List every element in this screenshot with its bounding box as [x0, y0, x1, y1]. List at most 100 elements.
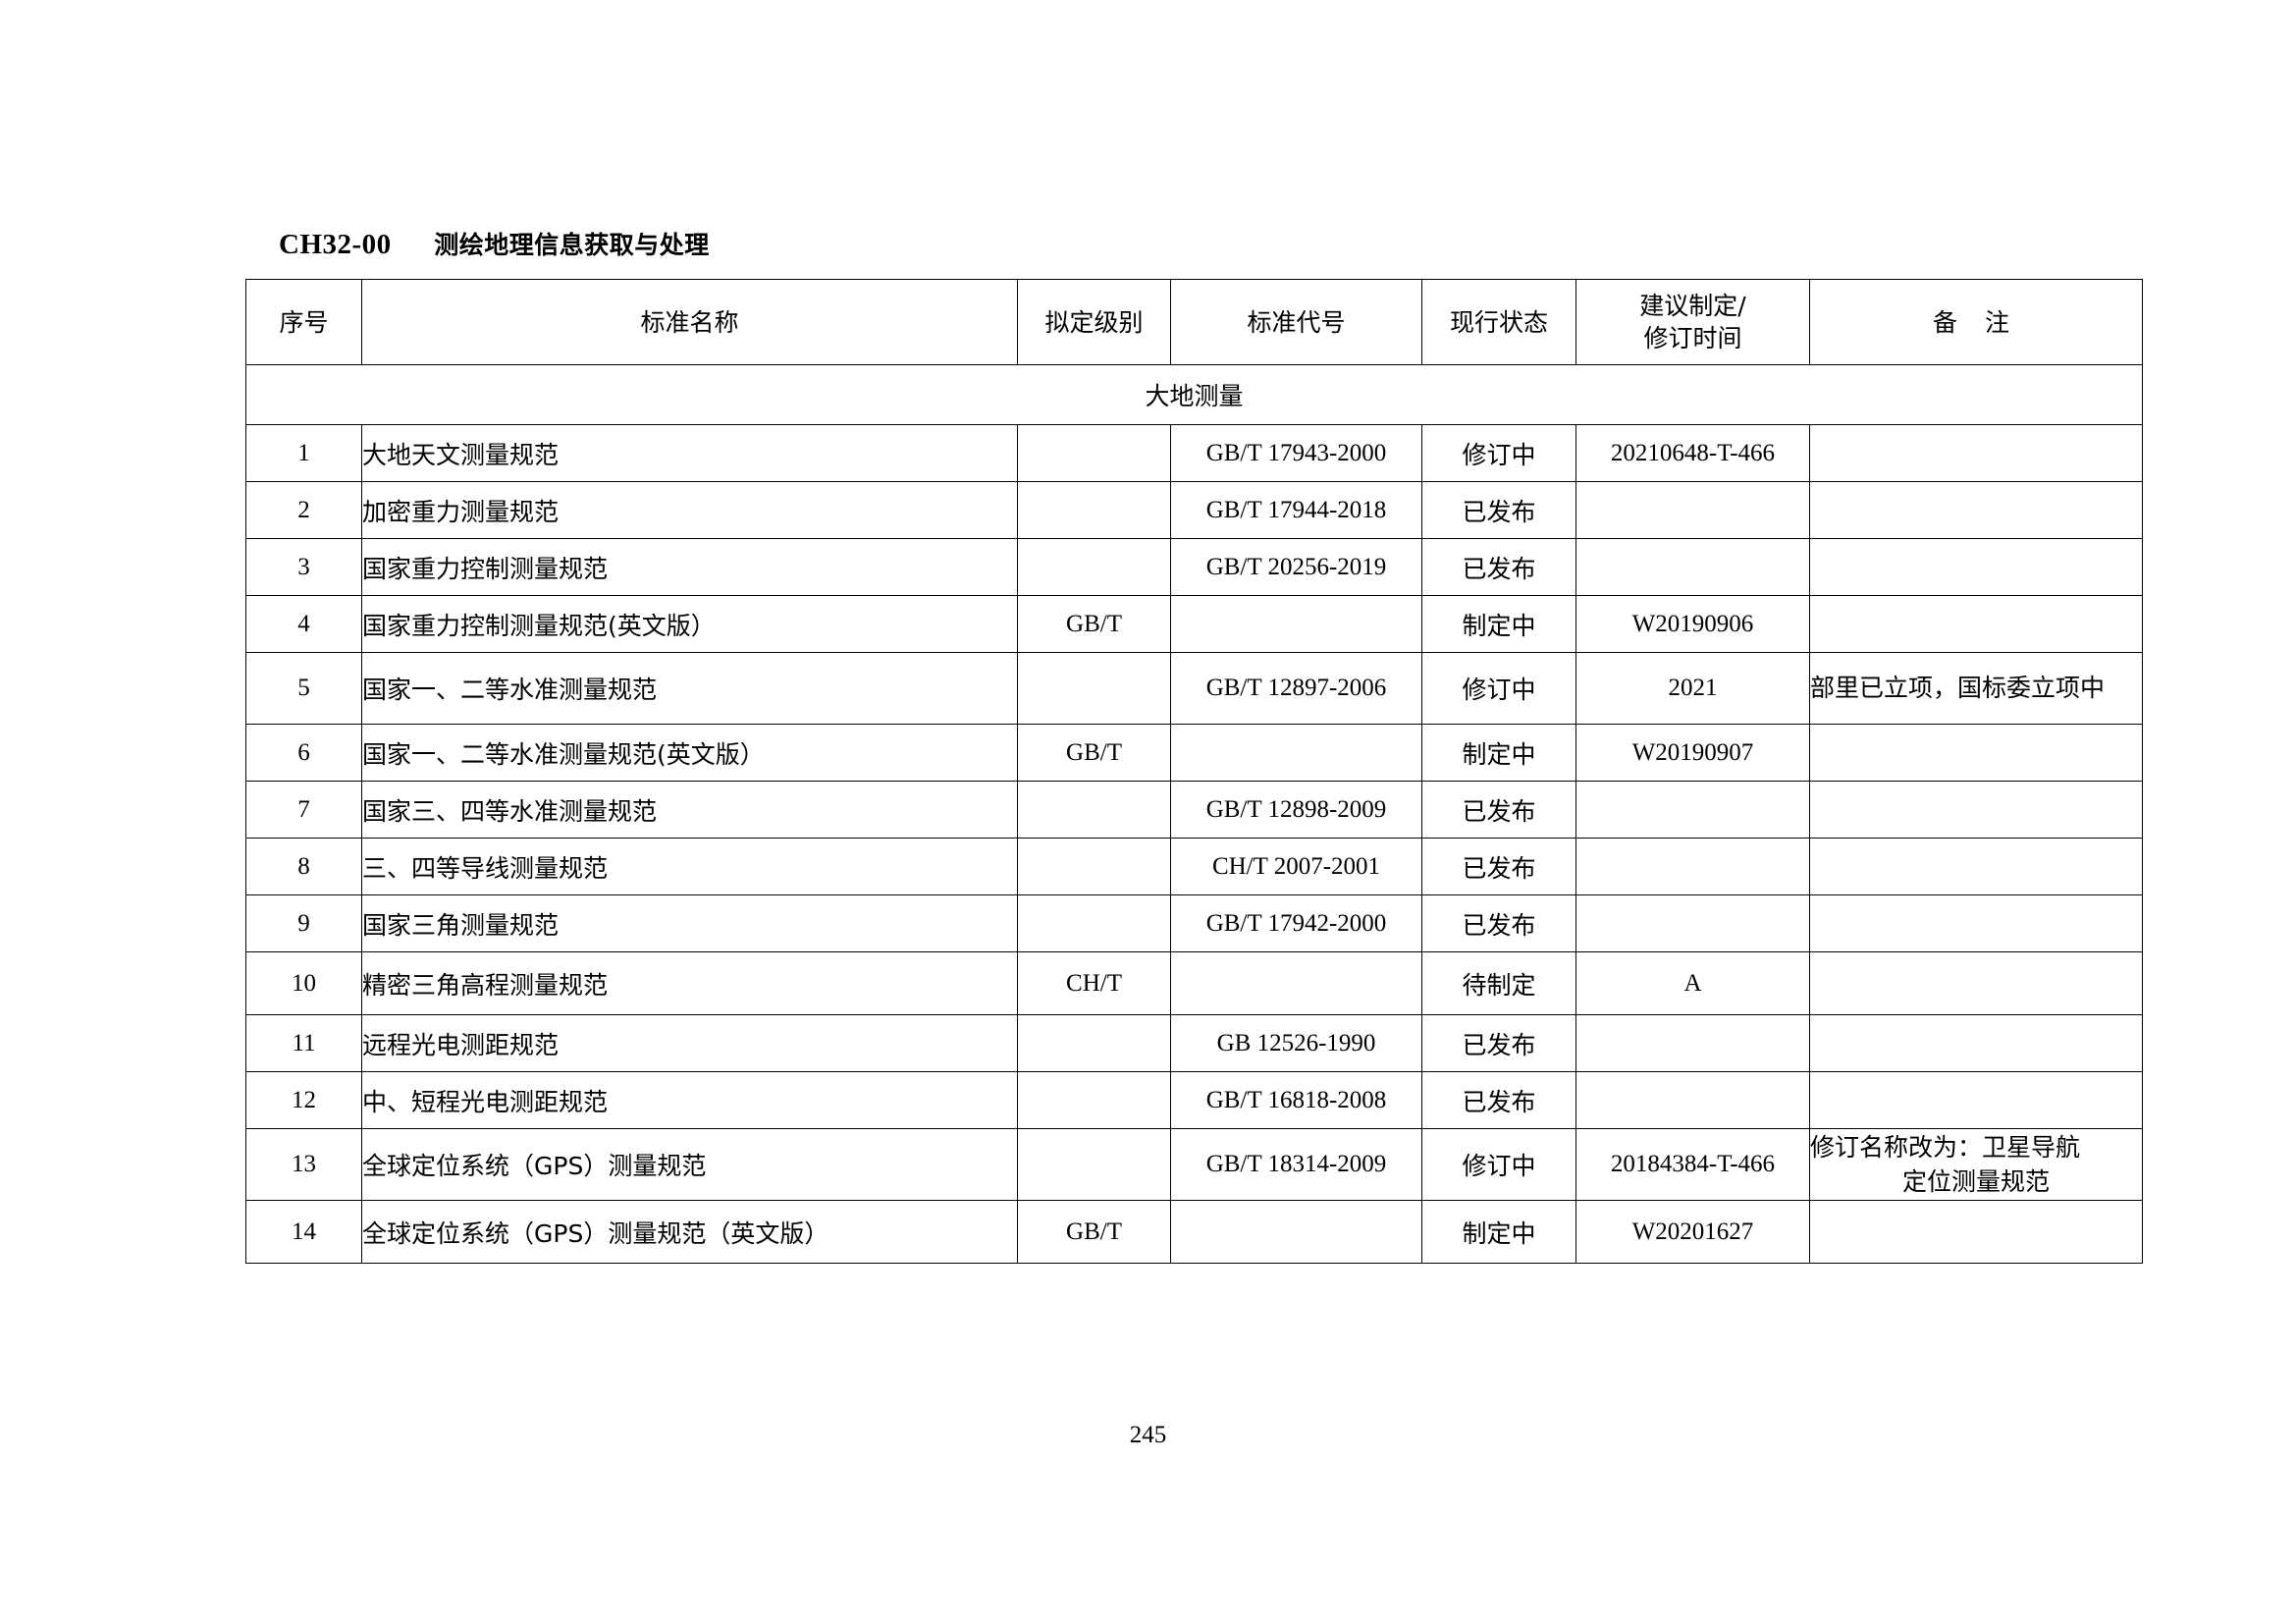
table-row: 5 国家一、二等水准测量规范 GB/T 12897-2006 修订中 2021 … [245, 652, 2143, 725]
cell-name: 大地天文测量规范 [361, 424, 1018, 482]
cell-status: 已发布 [1421, 538, 1576, 596]
cell-remark [1809, 481, 2143, 539]
cell-code: GB 12526-1990 [1170, 1014, 1422, 1072]
cell-remark: 部里已立项，国标委立项中 [1809, 652, 2143, 725]
cell-level [1017, 424, 1171, 482]
page-title-gap [392, 229, 421, 260]
cell-time [1575, 894, 1810, 952]
cell-seq: 1 [245, 424, 362, 482]
cell-time: W20190906 [1575, 595, 1810, 653]
cell-status: 修订中 [1421, 652, 1576, 725]
cell-status: 已发布 [1421, 781, 1576, 839]
cell-code: GB/T 17943-2000 [1170, 424, 1422, 482]
cell-status: 制定中 [1421, 724, 1576, 782]
cell-seq: 5 [245, 652, 362, 725]
cell-time [1575, 1071, 1810, 1129]
cell-time [1575, 838, 1810, 895]
column-header-time-line1: 建议制定/ [1639, 292, 1746, 320]
cell-status: 已发布 [1421, 838, 1576, 895]
cell-name: 国家一、二等水准测量规范 [361, 652, 1018, 725]
cell-time: W20201627 [1575, 1200, 1810, 1264]
cell-time: W20190907 [1575, 724, 1810, 782]
cell-name: 国家三角测量规范 [361, 894, 1018, 952]
cell-name: 国家重力控制测量规范(英文版） [361, 595, 1018, 653]
cell-remark [1809, 1014, 2143, 1072]
cell-name: 国家三、四等水准测量规范 [361, 781, 1018, 839]
cell-level: GB/T [1017, 724, 1171, 782]
cell-seq: 7 [245, 781, 362, 839]
cell-name: 精密三角高程测量规范 [361, 951, 1018, 1015]
cell-level [1017, 538, 1171, 596]
cell-code: GB/T 12898-2009 [1170, 781, 1422, 839]
table-row: 10 精密三角高程测量规范 CH/T 待制定 A [245, 951, 2143, 1015]
cell-seq: 9 [245, 894, 362, 952]
cell-time: A [1575, 951, 1810, 1015]
cell-time: 20210648-T-466 [1575, 424, 1810, 482]
column-header-name: 标准名称 [361, 279, 1018, 365]
cell-level [1017, 652, 1171, 725]
column-header-seq: 序号 [245, 279, 362, 365]
cell-time: 20184384-T-466 [1575, 1128, 1810, 1201]
cell-seq: 12 [245, 1071, 362, 1129]
cell-remark [1809, 1071, 2143, 1129]
cell-name: 国家一、二等水准测量规范(英文版） [361, 724, 1018, 782]
table-row: 13 全球定位系统（GPS）测量规范 GB/T 18314-2009 修订中 2… [245, 1128, 2143, 1201]
cell-code: GB/T 20256-2019 [1170, 538, 1422, 596]
cell-seq: 3 [245, 538, 362, 596]
column-header-status: 现行状态 [1421, 279, 1576, 365]
cell-seq: 6 [245, 724, 362, 782]
cell-code: GB/T 17942-2000 [1170, 894, 1422, 952]
cell-code: CH/T 2007-2001 [1170, 838, 1422, 895]
table-row: 11 远程光电测距规范 GB 12526-1990 已发布 [245, 1014, 2143, 1072]
cell-code: GB/T 12897-2006 [1170, 652, 1422, 725]
column-header-code: 标准代号 [1170, 279, 1422, 365]
column-header-level: 拟定级别 [1017, 279, 1171, 365]
cell-status: 制定中 [1421, 595, 1576, 653]
cell-remark [1809, 1200, 2143, 1264]
page-number: 245 [1129, 1422, 1167, 1448]
page-title-code: CH32-00 [279, 228, 392, 260]
cell-remark [1809, 838, 2143, 895]
cell-remark-line2: 定位测量规范 [1901, 1167, 2050, 1196]
cell-remark [1809, 724, 2143, 782]
cell-time [1575, 481, 1810, 539]
cell-status: 制定中 [1421, 1200, 1576, 1264]
cell-seq: 4 [245, 595, 362, 653]
cell-name: 全球定位系统（GPS）测量规范 [361, 1128, 1018, 1201]
cell-seq: 11 [245, 1014, 362, 1072]
cell-name: 远程光电测距规范 [361, 1014, 1018, 1072]
cell-remark: 修订名称改为：卫星导航 定位测量规范 [1809, 1128, 2143, 1201]
cell-remark [1809, 538, 2143, 596]
cell-seq: 2 [245, 481, 362, 539]
table-row: 7 国家三、四等水准测量规范 GB/T 12898-2009 已发布 [245, 781, 2143, 839]
cell-code [1170, 724, 1422, 782]
cell-level [1017, 781, 1171, 839]
table-row: 3 国家重力控制测量规范 GB/T 20256-2019 已发布 [245, 538, 2143, 596]
cell-code: GB/T 17944-2018 [1170, 481, 1422, 539]
cell-level [1017, 838, 1171, 895]
cell-status: 已发布 [1421, 1071, 1576, 1129]
column-header-time: 建议制定/ 修订时间 [1575, 279, 1810, 365]
cell-remark-line1: 修订名称改为：卫星导航 [1810, 1132, 2081, 1162]
cell-name: 三、四等导线测量规范 [361, 838, 1018, 895]
cell-seq: 10 [245, 951, 362, 1015]
cell-level: GB/T [1017, 1200, 1171, 1264]
cell-time [1575, 781, 1810, 839]
table-row: 14 全球定位系统（GPS）测量规范（英文版） GB/T 制定中 W202016… [245, 1200, 2143, 1264]
cell-seq: 13 [245, 1128, 362, 1201]
page-title-name: 测绘地理信息获取与处理 [434, 230, 710, 259]
cell-status: 修订中 [1421, 424, 1576, 482]
table-header-row: 序号 标准名称 拟定级别 标准代号 现行状态 建议制定/ 修订时间 备 注 [245, 279, 2143, 365]
table-row: 12 中、短程光电测距规范 GB/T 16818-2008 已发布 [245, 1071, 2143, 1129]
page-title: CH32-00 测绘地理信息获取与处理 [248, 193, 710, 296]
cell-level [1017, 1071, 1171, 1129]
cell-status: 修订中 [1421, 1128, 1576, 1201]
cell-remark [1809, 781, 2143, 839]
table-row: 9 国家三角测量规范 GB/T 17942-2000 已发布 [245, 894, 2143, 952]
table-row: 1 大地天文测量规范 GB/T 17943-2000 修订中 20210648-… [245, 424, 2143, 482]
cell-remark [1809, 951, 2143, 1015]
cell-level [1017, 1128, 1171, 1201]
cell-level: CH/T [1017, 951, 1171, 1015]
cell-status: 已发布 [1421, 894, 1576, 952]
cell-level: GB/T [1017, 595, 1171, 653]
